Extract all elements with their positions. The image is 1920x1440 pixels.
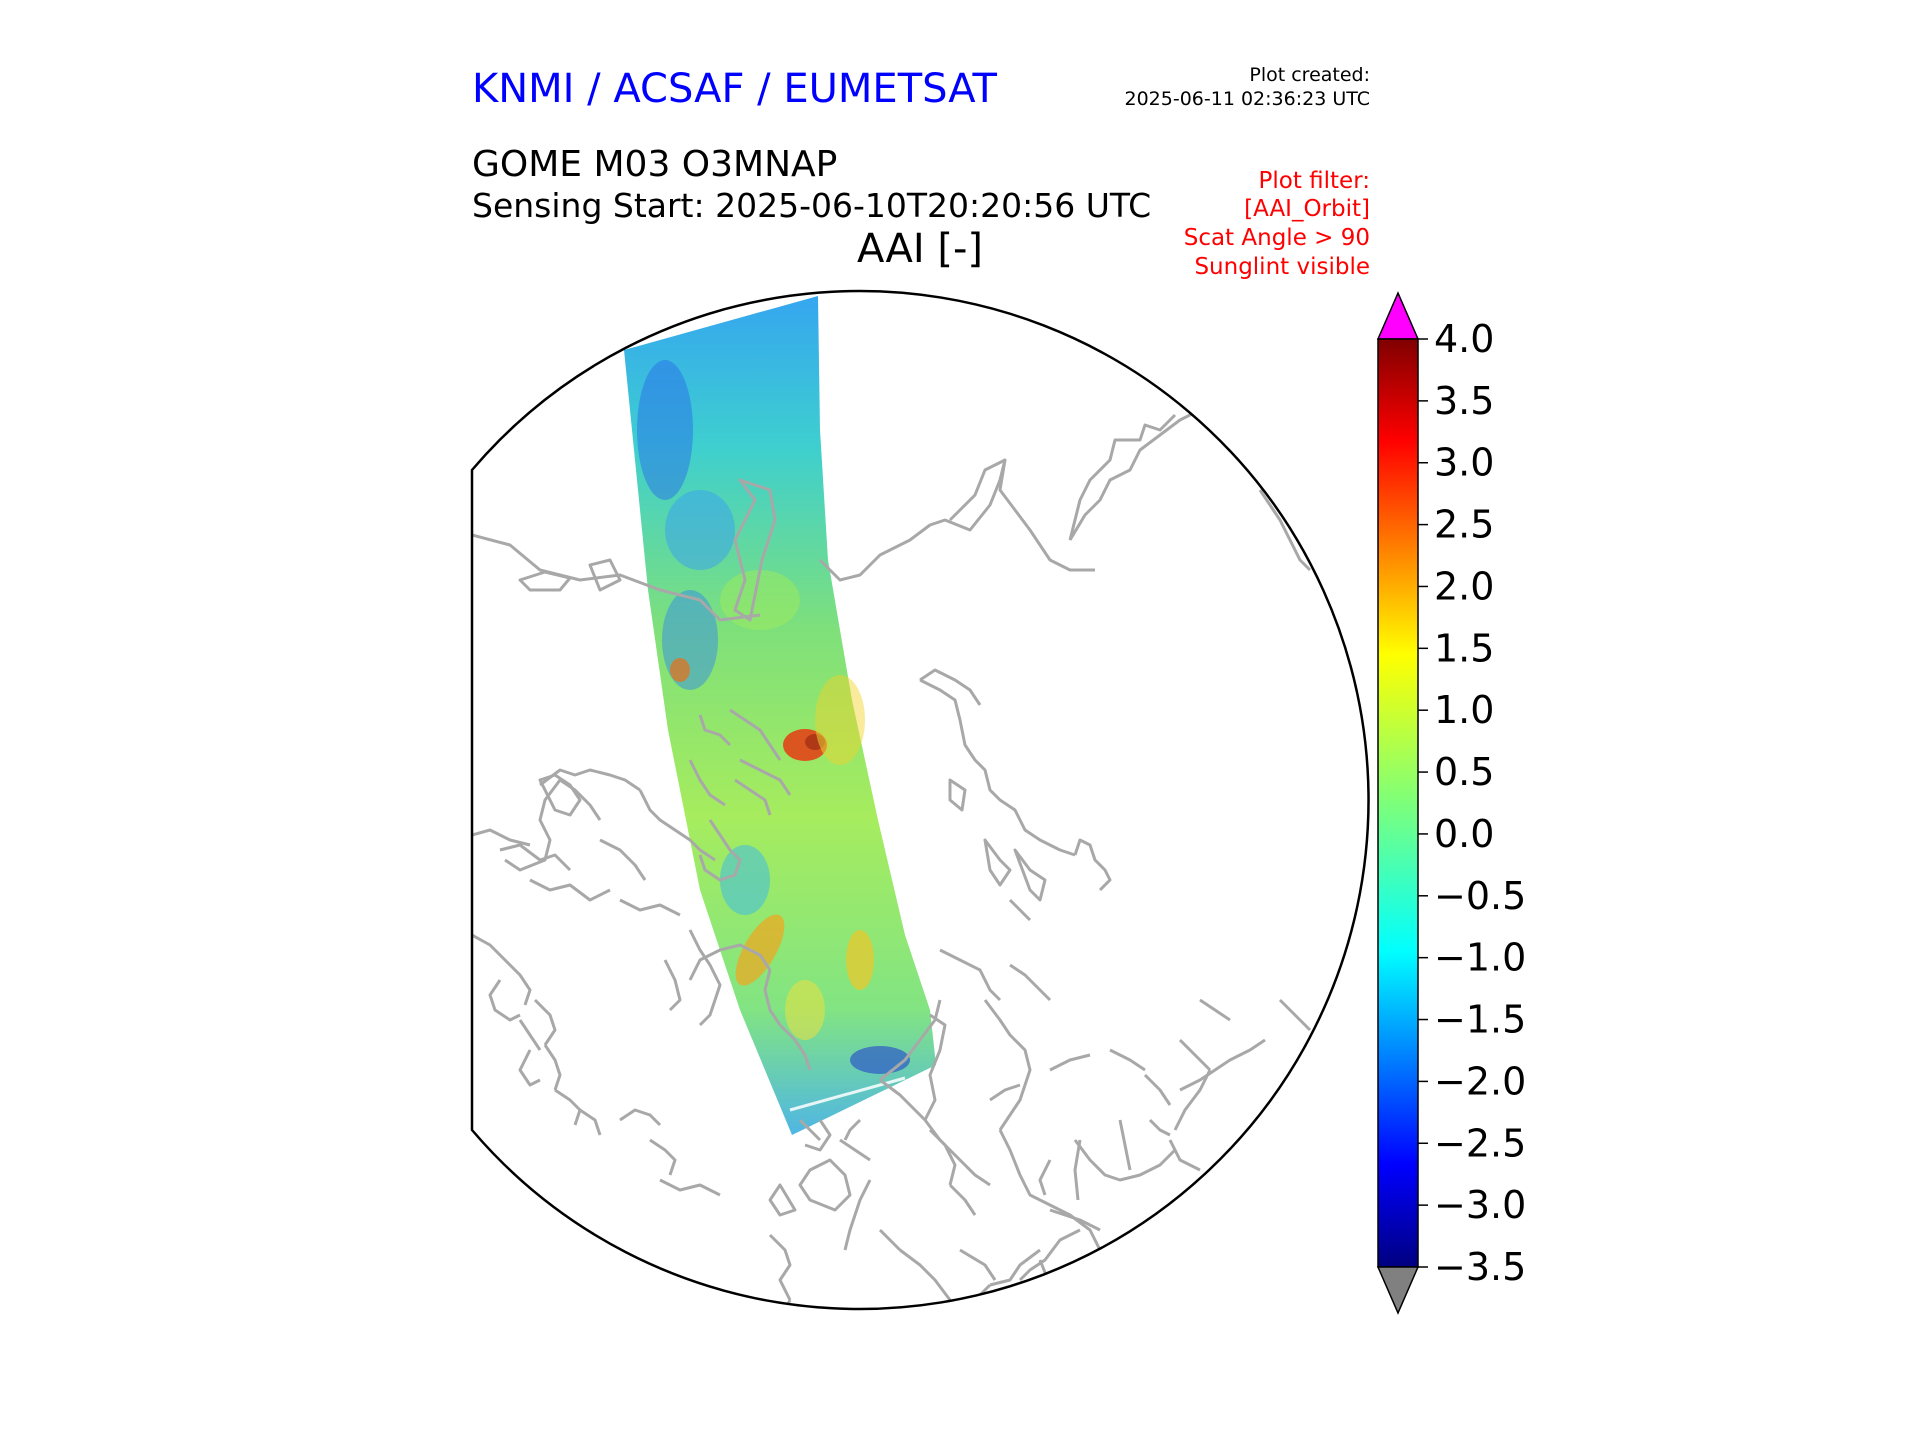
colorbar-tick-label: 0.0 [1434,812,1494,856]
colorbar-gradient [1377,338,1419,1268]
colorbar-tick-label: −3.5 [1434,1245,1526,1289]
coastlines [472,408,1312,1310]
plot-filter-scat-angle: Scat Angle > 90 [1183,225,1370,251]
product-name: GOME M03 O3MNAP [472,144,838,185]
colorbar-tick-label: −1.5 [1434,998,1526,1042]
colorbar-tick-label: 2.5 [1434,503,1494,547]
colorbar-tick-label: −2.5 [1434,1121,1526,1165]
plot-created-label: Plot created: [1249,64,1370,86]
plot-filter-sunglint: Sunglint visible [1194,254,1370,280]
variable-title: AAI [-] [857,226,983,272]
swath-features [637,360,910,1112]
colorbar-tick-label: 2.0 [1434,564,1494,608]
plot-filter-orbit: [AAI_Orbit] [1244,196,1370,222]
colorbar-tick-label: −2.0 [1434,1059,1526,1103]
colorbar-ticks: 4.0 3.5 3.0 2.5 2.0 1.5 1.0 0.5 0.0 −0.5 −1.0 −1.5 −… [1418,317,1526,1289]
header-organization: KNMI / ACSAF / EUMETSAT [472,66,997,112]
colorbar-under-triangle [1376,1266,1420,1315]
sensing-start: Sensing Start: 2025-06-10T20:20:56 UTC [472,186,1152,225]
colorbar-tick-label: −1.0 [1434,936,1526,980]
plot-filter-label: Plot filter: [1258,168,1370,194]
colorbar-tick-label: −3.0 [1434,1183,1526,1227]
colorbar-over-triangle [1376,291,1420,340]
plot-created-time: 2025-06-11 02:36:23 UTC [1124,88,1371,110]
colorbar-tick-label: 3.5 [1434,379,1494,423]
colorbar-tick-label: 1.0 [1434,688,1494,732]
map-boundary [470,289,1370,1311]
colorbar-tick-label: 3.0 [1434,441,1494,485]
colorbar-tick-label: 1.5 [1434,626,1494,670]
colorbar-tick-label: −0.5 [1434,874,1526,918]
colorbar: 4.0 3.5 3.0 2.5 2.0 1.5 1.0 0.5 0.0 −0.5 −1.0 −1.5 −… [1376,291,1526,1315]
map-content [472,296,1312,1310]
colorbar-tick-label: 4.0 [1434,317,1494,361]
colorbar-tick-label: 0.5 [1434,750,1494,794]
